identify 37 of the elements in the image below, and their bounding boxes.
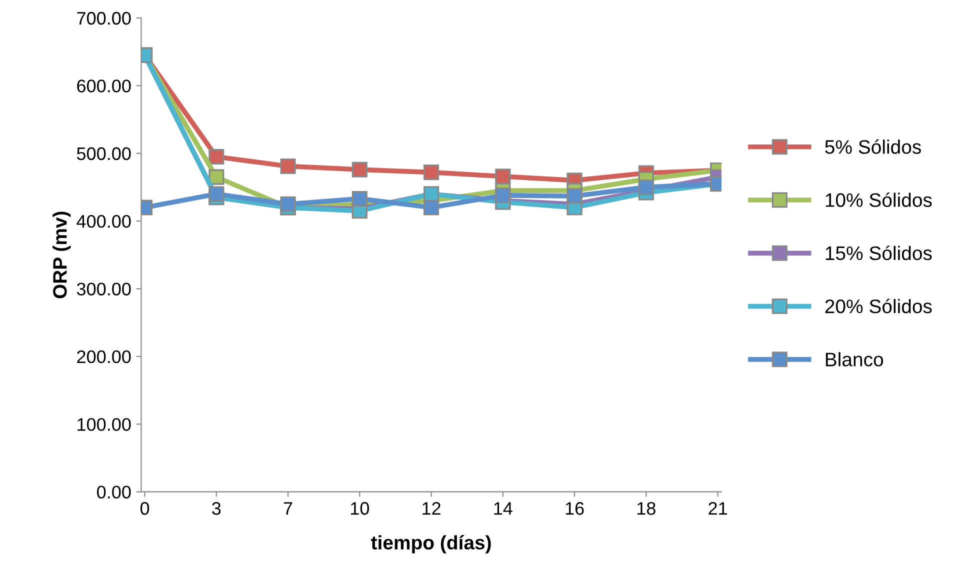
point: [280, 158, 296, 174]
legend-label: 15% Sólidos: [826, 246, 932, 260]
y-tick-label: 0.00: [97, 486, 131, 499]
point: [352, 162, 368, 178]
point: [280, 196, 296, 212]
x-tick-label: 3: [212, 502, 221, 515]
y-tick-label: 700.00: [77, 12, 131, 25]
x-tick-label: 0: [140, 502, 150, 515]
legend-label: 10% Sólidos: [826, 192, 932, 208]
point: [208, 148, 224, 165]
y-tick-label: 200.00: [77, 350, 131, 364]
point: [208, 169, 224, 185]
x-axis-title: tiempo (días): [371, 535, 491, 554]
point: [424, 200, 440, 216]
x-tick-label: 16: [566, 502, 584, 515]
legend-label: 5% Sólidos: [825, 139, 921, 154]
y-tick-label: 600.00: [77, 80, 131, 92]
y-tick-label: 500.00: [76, 147, 131, 160]
y-tick-label: 100.00: [78, 418, 131, 431]
legend-label: 20% Sólidos: [825, 298, 932, 314]
point: [495, 168, 511, 184]
point: [495, 188, 511, 204]
x-tick-label: 10: [350, 502, 369, 515]
y-tick-label: 300.00: [76, 282, 131, 296]
y-tick-label: 400.00: [76, 214, 131, 228]
point: [638, 179, 654, 195]
x-tick-label: 21: [708, 502, 727, 515]
point: [208, 186, 224, 202]
point: [566, 188, 582, 204]
x-tick-label: 12: [422, 502, 440, 515]
x-tick-label: 14: [494, 502, 512, 515]
x-tick-label: 7: [284, 502, 292, 515]
point: [352, 190, 368, 207]
y-axis-title: ORP (mv): [52, 212, 71, 298]
legend-label: Blanco: [826, 352, 884, 366]
point: [424, 164, 440, 180]
x-tick-label: 18: [638, 502, 656, 515]
